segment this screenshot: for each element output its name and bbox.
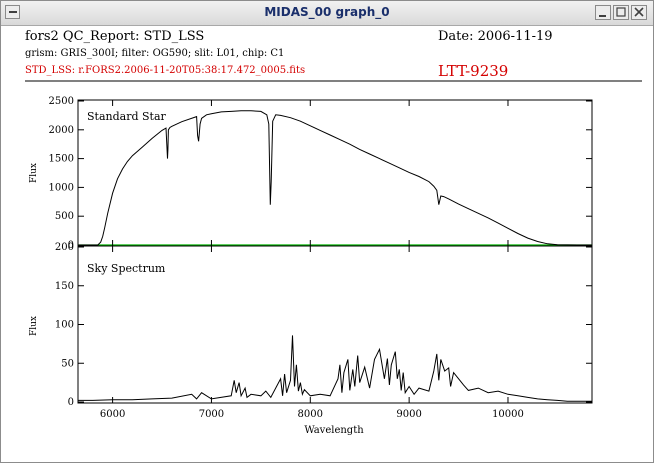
x-tick-label: 9000: [396, 409, 421, 420]
bottom-y-axis-label: Flux: [29, 316, 39, 336]
close-icon: [634, 7, 644, 17]
menu-bar-icon: [9, 11, 17, 13]
top-y-tick-label: 2000: [49, 125, 74, 136]
top-y-tick-label: 1000: [49, 182, 74, 193]
report-title: fors2 QC_Report: STD_LSS: [25, 29, 205, 44]
title-bar[interactable]: MIDAS_00 graph_0: [1, 1, 653, 26]
bottom-y-tick-label: 200: [55, 242, 74, 253]
bottom-y-tick-label: 100: [55, 320, 74, 331]
top-y-tick-label: 0: [68, 240, 74, 251]
window-title: MIDAS_00 graph_0: [264, 5, 390, 19]
top-y-axis-label: Flux: [29, 163, 39, 183]
x-tick-label: 6000: [100, 409, 125, 420]
x-ticks: 6000 7000 8000 9000 10000: [100, 100, 524, 420]
x-tick-label: 7000: [199, 409, 224, 420]
report-date: Date: 2006-11-19: [438, 29, 553, 44]
bottom-y-tick-label: 0: [68, 397, 74, 408]
spectrum-plots: Standard Star Flux 05001000150020002500 …: [25, 80, 642, 436]
target-name: LTT-9239: [438, 62, 509, 80]
top-y-tick-label: 2500: [49, 96, 74, 107]
sky-spectrum-label: Sky Spectrum: [87, 262, 166, 275]
top-y-ticks: 0 500 1000 1500 2000 2500: [49, 96, 592, 251]
x-tick-label: 8000: [298, 409, 323, 420]
standard-star-label: Standard Star: [87, 110, 167, 123]
maximize-button[interactable]: [613, 5, 629, 20]
minimize-icon: [599, 15, 606, 17]
bottom-y-tick-label: 150: [55, 281, 74, 292]
sky-spectrum: [78, 335, 592, 402]
top-y-tick-label: 500: [55, 211, 74, 222]
window-menu-button[interactable]: [5, 5, 20, 19]
x-tick-label: 10000: [492, 409, 524, 420]
fits-filename: STD_LSS: r.FORS2.2006-11-20T05:38:17.472…: [25, 65, 306, 76]
instrument-setup: grism: GRIS_300I; filter: OG590; slit: L…: [25, 48, 285, 59]
graph-area: fors2 QC_Report: STD_LSS Date: 2006-11-1…: [1, 26, 653, 462]
bottom-y-ticks: 0 50 100 150 200: [55, 242, 592, 408]
top-y-tick-label: 1500: [49, 154, 74, 165]
close-button[interactable]: [631, 5, 647, 20]
maximize-icon: [616, 7, 626, 17]
minimize-button[interactable]: [595, 5, 611, 20]
standard-star-spectrum: [78, 110, 592, 246]
bottom-y-tick-label: 50: [61, 358, 74, 369]
x-axis-label: Wavelength: [304, 425, 364, 436]
